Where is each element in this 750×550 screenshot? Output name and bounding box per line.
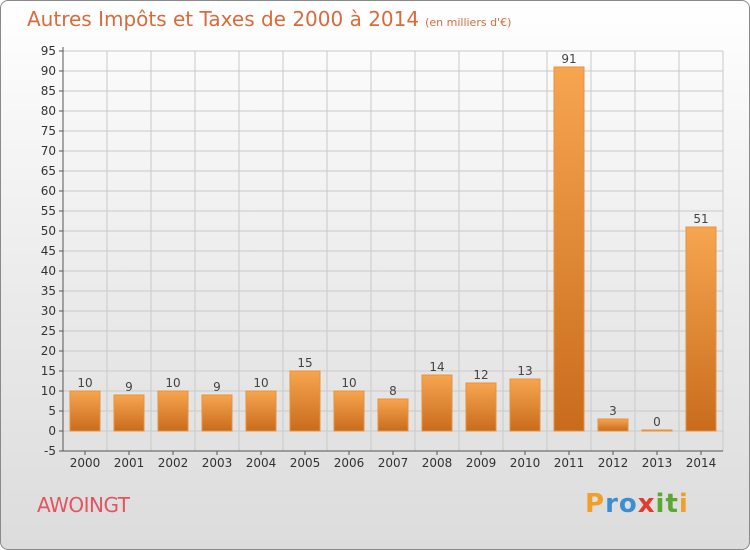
x-tick-label: 2007 xyxy=(378,456,409,470)
x-tick-label: 2009 xyxy=(466,456,497,470)
x-tick-label: 2012 xyxy=(598,456,629,470)
bar xyxy=(641,429,673,432)
x-tick-label: 2010 xyxy=(510,456,541,470)
y-tick-label: 25 xyxy=(41,324,56,338)
y-tick-label: 90 xyxy=(41,64,56,78)
data-labels: 10 9 10 9 10 15 10 8 14 12 13 91 3 0 51 xyxy=(77,52,708,429)
x-tick-label: 2004 xyxy=(246,456,277,470)
chart-subtitle: (en milliers d'€) xyxy=(425,16,512,29)
data-label: 3 xyxy=(609,404,617,418)
bar xyxy=(597,418,629,432)
y-tick-label: 20 xyxy=(41,344,56,358)
x-tick-label: 2003 xyxy=(202,456,233,470)
x-tick-label: 2008 xyxy=(422,456,453,470)
data-label: 51 xyxy=(693,212,708,226)
data-label: 13 xyxy=(517,364,532,378)
y-tick-label: 40 xyxy=(41,264,56,278)
x-tick-label: 2014 xyxy=(686,456,717,470)
bar xyxy=(157,390,189,432)
bar xyxy=(685,226,717,432)
data-label: 9 xyxy=(213,380,221,394)
y-tick-label: 65 xyxy=(41,164,56,178)
bar xyxy=(69,390,101,432)
data-label: 15 xyxy=(297,356,312,370)
bar xyxy=(553,66,585,432)
y-tick-label: 0 xyxy=(48,424,56,438)
bar xyxy=(333,390,365,432)
data-label: 91 xyxy=(561,52,576,66)
logo-letter: i xyxy=(655,489,666,519)
data-label: 10 xyxy=(253,376,268,390)
logo-letter: r xyxy=(605,489,619,519)
y-tick-label: 35 xyxy=(41,284,56,298)
bars xyxy=(69,66,717,432)
y-tick-label: 55 xyxy=(41,204,56,218)
y-tick-label: 70 xyxy=(41,144,56,158)
y-tick-label: 50 xyxy=(41,224,56,238)
y-tick-label: 15 xyxy=(41,364,56,378)
y-tick-label: 5 xyxy=(48,404,56,418)
logo-letter: i xyxy=(678,489,689,519)
x-tick-label: 2011 xyxy=(554,456,585,470)
data-label: 8 xyxy=(389,384,397,398)
bar xyxy=(289,370,321,432)
y-tick-label: 30 xyxy=(41,304,56,318)
logo-letter: t xyxy=(665,489,679,519)
data-label: 0 xyxy=(653,415,661,429)
data-label: 12 xyxy=(473,368,488,382)
y-tick-label: 45 xyxy=(41,244,56,258)
x-tick-label: 2002 xyxy=(158,456,189,470)
data-label: 9 xyxy=(125,380,133,394)
data-label: 10 xyxy=(165,376,180,390)
logo-letter: P xyxy=(585,489,606,519)
bar xyxy=(245,390,277,432)
y-tick-label: 75 xyxy=(41,124,56,138)
bar xyxy=(509,378,541,432)
x-tick-label: 2006 xyxy=(334,456,365,470)
chart-title-text: Autres Impôts et Taxes de 2000 à 2014 xyxy=(27,7,420,31)
bar xyxy=(377,398,409,432)
grid-lines xyxy=(62,50,724,452)
logo-letter: x xyxy=(637,489,656,519)
y-tick-label: 60 xyxy=(41,184,56,198)
bar xyxy=(201,394,233,432)
data-label: 14 xyxy=(429,360,444,374)
x-tick-label: 2005 xyxy=(290,456,321,470)
x-tick-label: 2000 xyxy=(70,456,101,470)
proxiti-logo: Proxiti xyxy=(585,489,689,519)
data-label: 10 xyxy=(77,376,92,390)
y-tick-label: 85 xyxy=(41,84,56,98)
axes: -505101520253035404550556065707580859095… xyxy=(41,44,723,470)
bar xyxy=(113,394,145,432)
commune-name: AWOINGT xyxy=(37,493,130,517)
data-label: 10 xyxy=(341,376,356,390)
y-tick-label: 10 xyxy=(41,384,56,398)
bar xyxy=(421,374,453,432)
x-tick-label: 2001 xyxy=(114,456,145,470)
logo-letter: o xyxy=(618,489,638,519)
x-tick-label: 2013 xyxy=(642,456,673,470)
chart-title: Autres Impôts et Taxes de 2000 à 2014 (en… xyxy=(27,7,511,31)
bar xyxy=(465,382,497,432)
y-tick-label: -5 xyxy=(44,444,56,458)
y-tick-label: 95 xyxy=(41,44,56,58)
y-tick-label: 80 xyxy=(41,104,56,118)
